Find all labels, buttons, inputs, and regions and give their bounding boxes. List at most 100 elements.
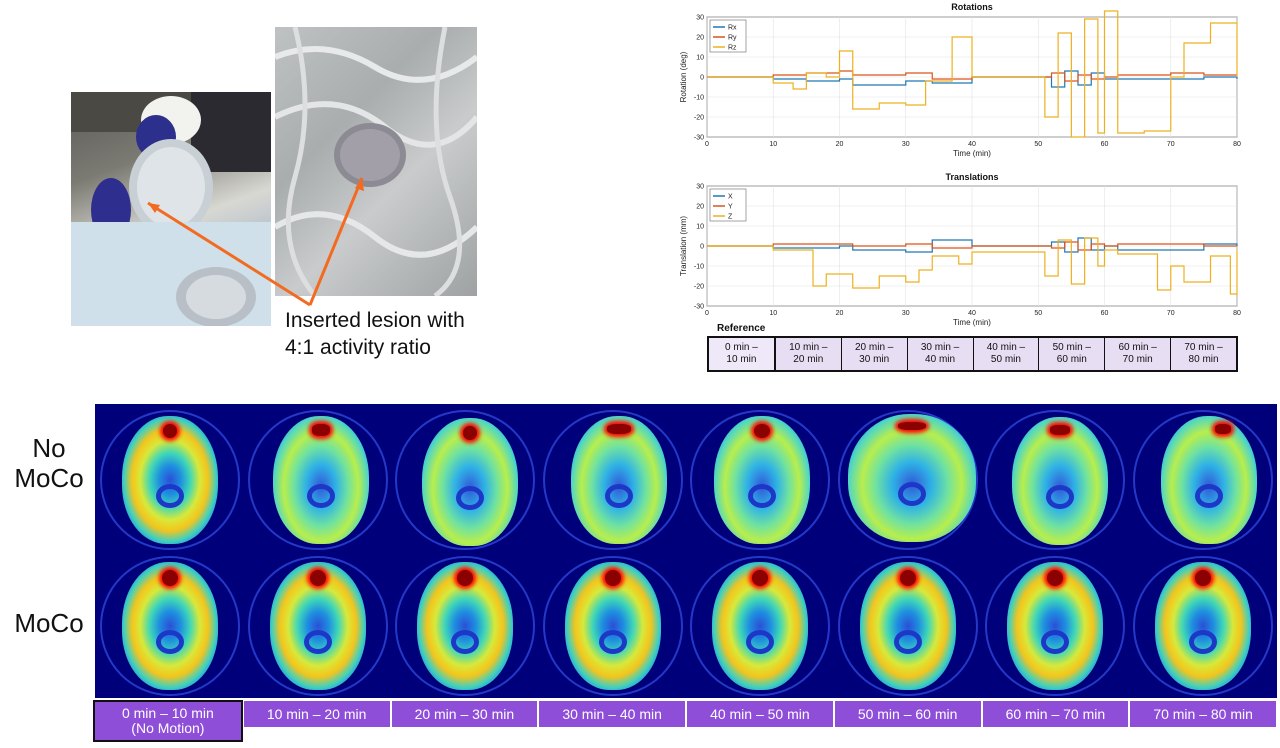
time-label-5: 50 min – 60 min <box>833 700 982 728</box>
ref-cell-5: 50 min – 60 min <box>1039 338 1106 370</box>
lesion-hotspot <box>897 422 926 430</box>
ventricle-shape <box>1188 630 1217 654</box>
callout-arrows <box>147 177 364 307</box>
rotations-chart: 0 10 20 30 40 50 60 70 80 30 20 10 0 -10 -20 -30 Time (m… <box>679 10 1241 158</box>
brain-image <box>272 416 369 544</box>
ref-cell-0: 0 min – 10 min <box>709 338 776 370</box>
ventricle-shape <box>893 630 922 654</box>
translations-xtick-label: 60 <box>1101 310 1109 317</box>
rotations-xtick-label: 80 <box>1233 141 1241 148</box>
rotations-ytick-label: -10 <box>694 95 704 102</box>
translations-xlabel: Time (min) <box>953 318 991 327</box>
rotations-xtick-label: 30 <box>902 141 910 148</box>
translations-xtick-label: 40 <box>968 310 976 317</box>
pet-image-panel <box>95 404 1277 698</box>
arrow-to-lesion <box>308 177 364 306</box>
row-label-moco: MoCo <box>14 608 84 638</box>
ventricle-shape <box>156 484 184 508</box>
time-interval-labels: 0 min – 10 min (No Motion) 10 min – 20 m… <box>93 700 1277 742</box>
translations-xtick-label: 20 <box>836 310 844 317</box>
brain-image <box>570 416 667 544</box>
phantom-photo-hands-graphic <box>71 92 271 326</box>
rotations-ytick-label: -30 <box>694 135 704 142</box>
lesion-hotspot <box>1214 424 1231 434</box>
moco-scan-1 <box>247 556 388 696</box>
rotations-ytick-label: 0 <box>700 75 704 82</box>
translations-ytick-label: 10 <box>696 224 704 231</box>
moco-scan-4 <box>690 556 830 696</box>
ventricle-shape <box>598 630 627 654</box>
brain-image <box>1012 417 1108 545</box>
lesion-hotspot <box>457 570 473 586</box>
no-moco-scan-3 <box>542 410 683 550</box>
moco-scan-7 <box>1132 556 1273 696</box>
rotations-xtick-label: 20 <box>836 141 844 148</box>
ventricle-shape <box>1046 485 1074 509</box>
lesion-hotspot <box>899 570 916 586</box>
time-label-6: 60 min – 70 min <box>981 700 1130 728</box>
time-label-0: 0 min – 10 min (No Motion) <box>93 700 243 742</box>
phantom-closeup-graphic <box>275 27 477 296</box>
lesion-hotspot <box>606 424 631 434</box>
lesion-hotspot <box>311 424 330 436</box>
rotations-ytick-label: -20 <box>694 115 704 122</box>
ventricle-shape <box>748 484 776 508</box>
lesion-hotspot <box>1047 570 1063 586</box>
ref-cell-6: 60 min – 70 min <box>1105 338 1172 370</box>
reference-time-cells: 0 min – 10 min 10 min – 20 min 20 min – … <box>707 336 1238 372</box>
time-label-3: 30 min – 40 min <box>538 700 686 728</box>
translations-ytick-label: -20 <box>694 284 704 291</box>
rotations-xtick-label: 0 <box>705 141 709 148</box>
brain-image <box>1160 416 1257 544</box>
translations-legend: XYZ <box>709 188 747 222</box>
time-label-2: 20 min – 30 min <box>390 700 539 728</box>
phantom-photo-hands <box>71 92 271 326</box>
no-moco-scan-2 <box>395 410 535 550</box>
lesion-hotspot <box>463 426 477 440</box>
ventricle-shape <box>1041 630 1069 654</box>
arrow-to-hand-phantom <box>147 201 311 307</box>
lesion-hotspot <box>162 570 178 586</box>
ventricle-shape <box>156 630 184 654</box>
row-label-no-moco: No MoCo <box>14 433 84 493</box>
translations-ytick-label: 0 <box>700 244 704 251</box>
translations-xtick-label: 10 <box>769 310 777 317</box>
rotations-xtick-label: 70 <box>1167 141 1175 148</box>
time-label-1: 10 min – 20 min <box>242 700 391 728</box>
moco-scan-6 <box>985 556 1125 696</box>
rotations-xlabel: Time (min) <box>953 149 991 158</box>
rotations-ytick-label: 20 <box>696 35 704 42</box>
rotations-chart-title: Rotations <box>951 2 993 12</box>
lesion-hotspot <box>163 424 177 438</box>
no-moco-scan-5 <box>837 410 978 550</box>
moco-scan-2 <box>395 556 535 696</box>
ventricle-shape <box>604 484 633 508</box>
no-moco-scan-6 <box>985 410 1125 550</box>
brain-image <box>847 414 976 542</box>
rotations-ytick-label: 10 <box>696 55 704 62</box>
ref-cell-1: 10 min – 20 min <box>776 338 842 370</box>
lesion-hotspot <box>1050 425 1070 435</box>
translations-xtick-label: 30 <box>902 310 910 317</box>
translations-xtick-label: 0 <box>705 310 709 317</box>
ref-cell-4: 40 min – 50 min <box>974 338 1040 370</box>
lesion-hotspot <box>754 424 770 438</box>
ventricle-shape <box>897 482 926 506</box>
phantom-closeup-photo <box>275 27 477 296</box>
translations-legend-label: Y <box>728 204 733 211</box>
no-moco-scan-1 <box>247 410 388 550</box>
ventricle-shape <box>1194 484 1223 508</box>
rotations-legend-label: Rz <box>728 45 737 52</box>
ventricle-shape <box>456 486 484 510</box>
translations-xtick-label: 70 <box>1167 310 1175 317</box>
translations-chart-title: Translations <box>945 172 999 182</box>
arrow-head-left <box>148 203 160 213</box>
ref-cell-2: 20 min – 30 min <box>842 338 908 370</box>
rotations-legend-label: Ry <box>728 35 737 42</box>
translations-series-z <box>707 237 1238 295</box>
arrow-head-right <box>355 178 364 191</box>
moco-scan-5 <box>837 556 978 696</box>
translations-legend-label: X <box>728 194 733 201</box>
translations-series-y <box>707 241 1237 251</box>
lesion-callout-text: Inserted lesion with 4:1 activity ratio <box>285 309 465 359</box>
